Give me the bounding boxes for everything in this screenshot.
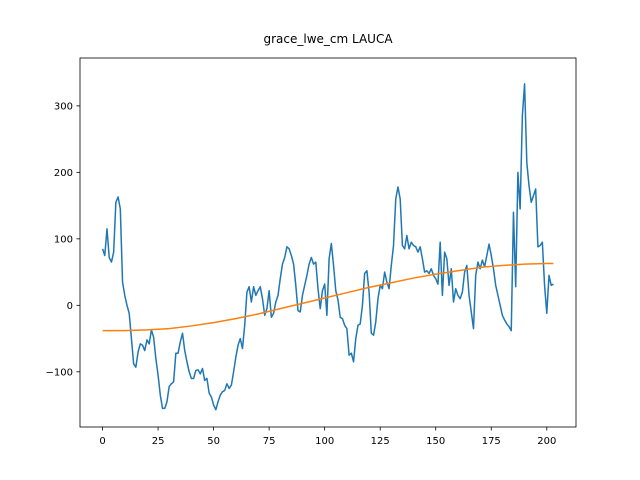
- x-tick-label: 175: [482, 436, 501, 447]
- y-tick-label: 0: [67, 301, 73, 312]
- x-tick-label: 25: [152, 436, 165, 447]
- x-tick-label: 75: [263, 436, 276, 447]
- x-tick-label: 200: [537, 436, 556, 447]
- y-tick-label: 100: [54, 234, 73, 245]
- data-line: [102, 262, 554, 332]
- y-tick-label: 300: [54, 101, 73, 112]
- x-tick-label: 125: [371, 436, 390, 447]
- y-tick-label: 200: [54, 168, 73, 179]
- x-tick-label: 150: [426, 436, 445, 447]
- plot-frame: [79, 57, 577, 428]
- x-tick-label: 50: [207, 436, 220, 447]
- y-tick-label: −100: [46, 367, 73, 378]
- chart-title: grace_lwe_cm LAUCA: [263, 32, 393, 46]
- x-tick-label: 100: [315, 436, 334, 447]
- x-tick-label: 0: [99, 436, 105, 447]
- data-line: [101, 83, 554, 411]
